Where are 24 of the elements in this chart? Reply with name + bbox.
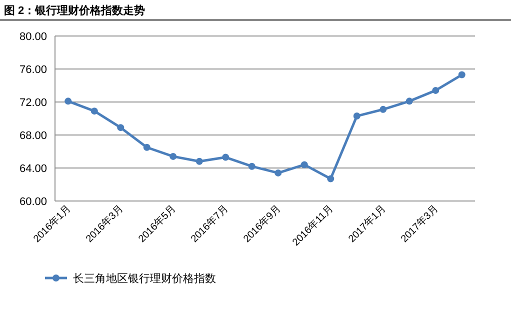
- point: [196, 158, 203, 165]
- point: [170, 152, 177, 160]
- point: [353, 112, 360, 120]
- y-tick-label: 60.00: [19, 196, 47, 208]
- point: [274, 169, 282, 176]
- point: [432, 86, 440, 94]
- y-tick-label: 68.00: [19, 130, 47, 142]
- point: [222, 154, 230, 161]
- point: [300, 161, 308, 168]
- y-tick-label: 76.00: [19, 64, 47, 76]
- point: [458, 71, 466, 78]
- y-tick-label: 72.00: [19, 97, 47, 109]
- legend-label: 长三角地区银行理财价格指数: [73, 272, 216, 285]
- point: [406, 98, 413, 105]
- point: [327, 175, 334, 182]
- point: [117, 124, 124, 132]
- y-tick-label: 64.00: [19, 163, 47, 175]
- point: [90, 108, 98, 115]
- point: [380, 106, 387, 113]
- y-tick-label: 80.00: [19, 31, 47, 43]
- chart-title: 图 2：银行理财价格指数走势: [4, 4, 146, 17]
- point: [248, 162, 256, 170]
- point: [143, 144, 150, 151]
- point: [64, 98, 72, 105]
